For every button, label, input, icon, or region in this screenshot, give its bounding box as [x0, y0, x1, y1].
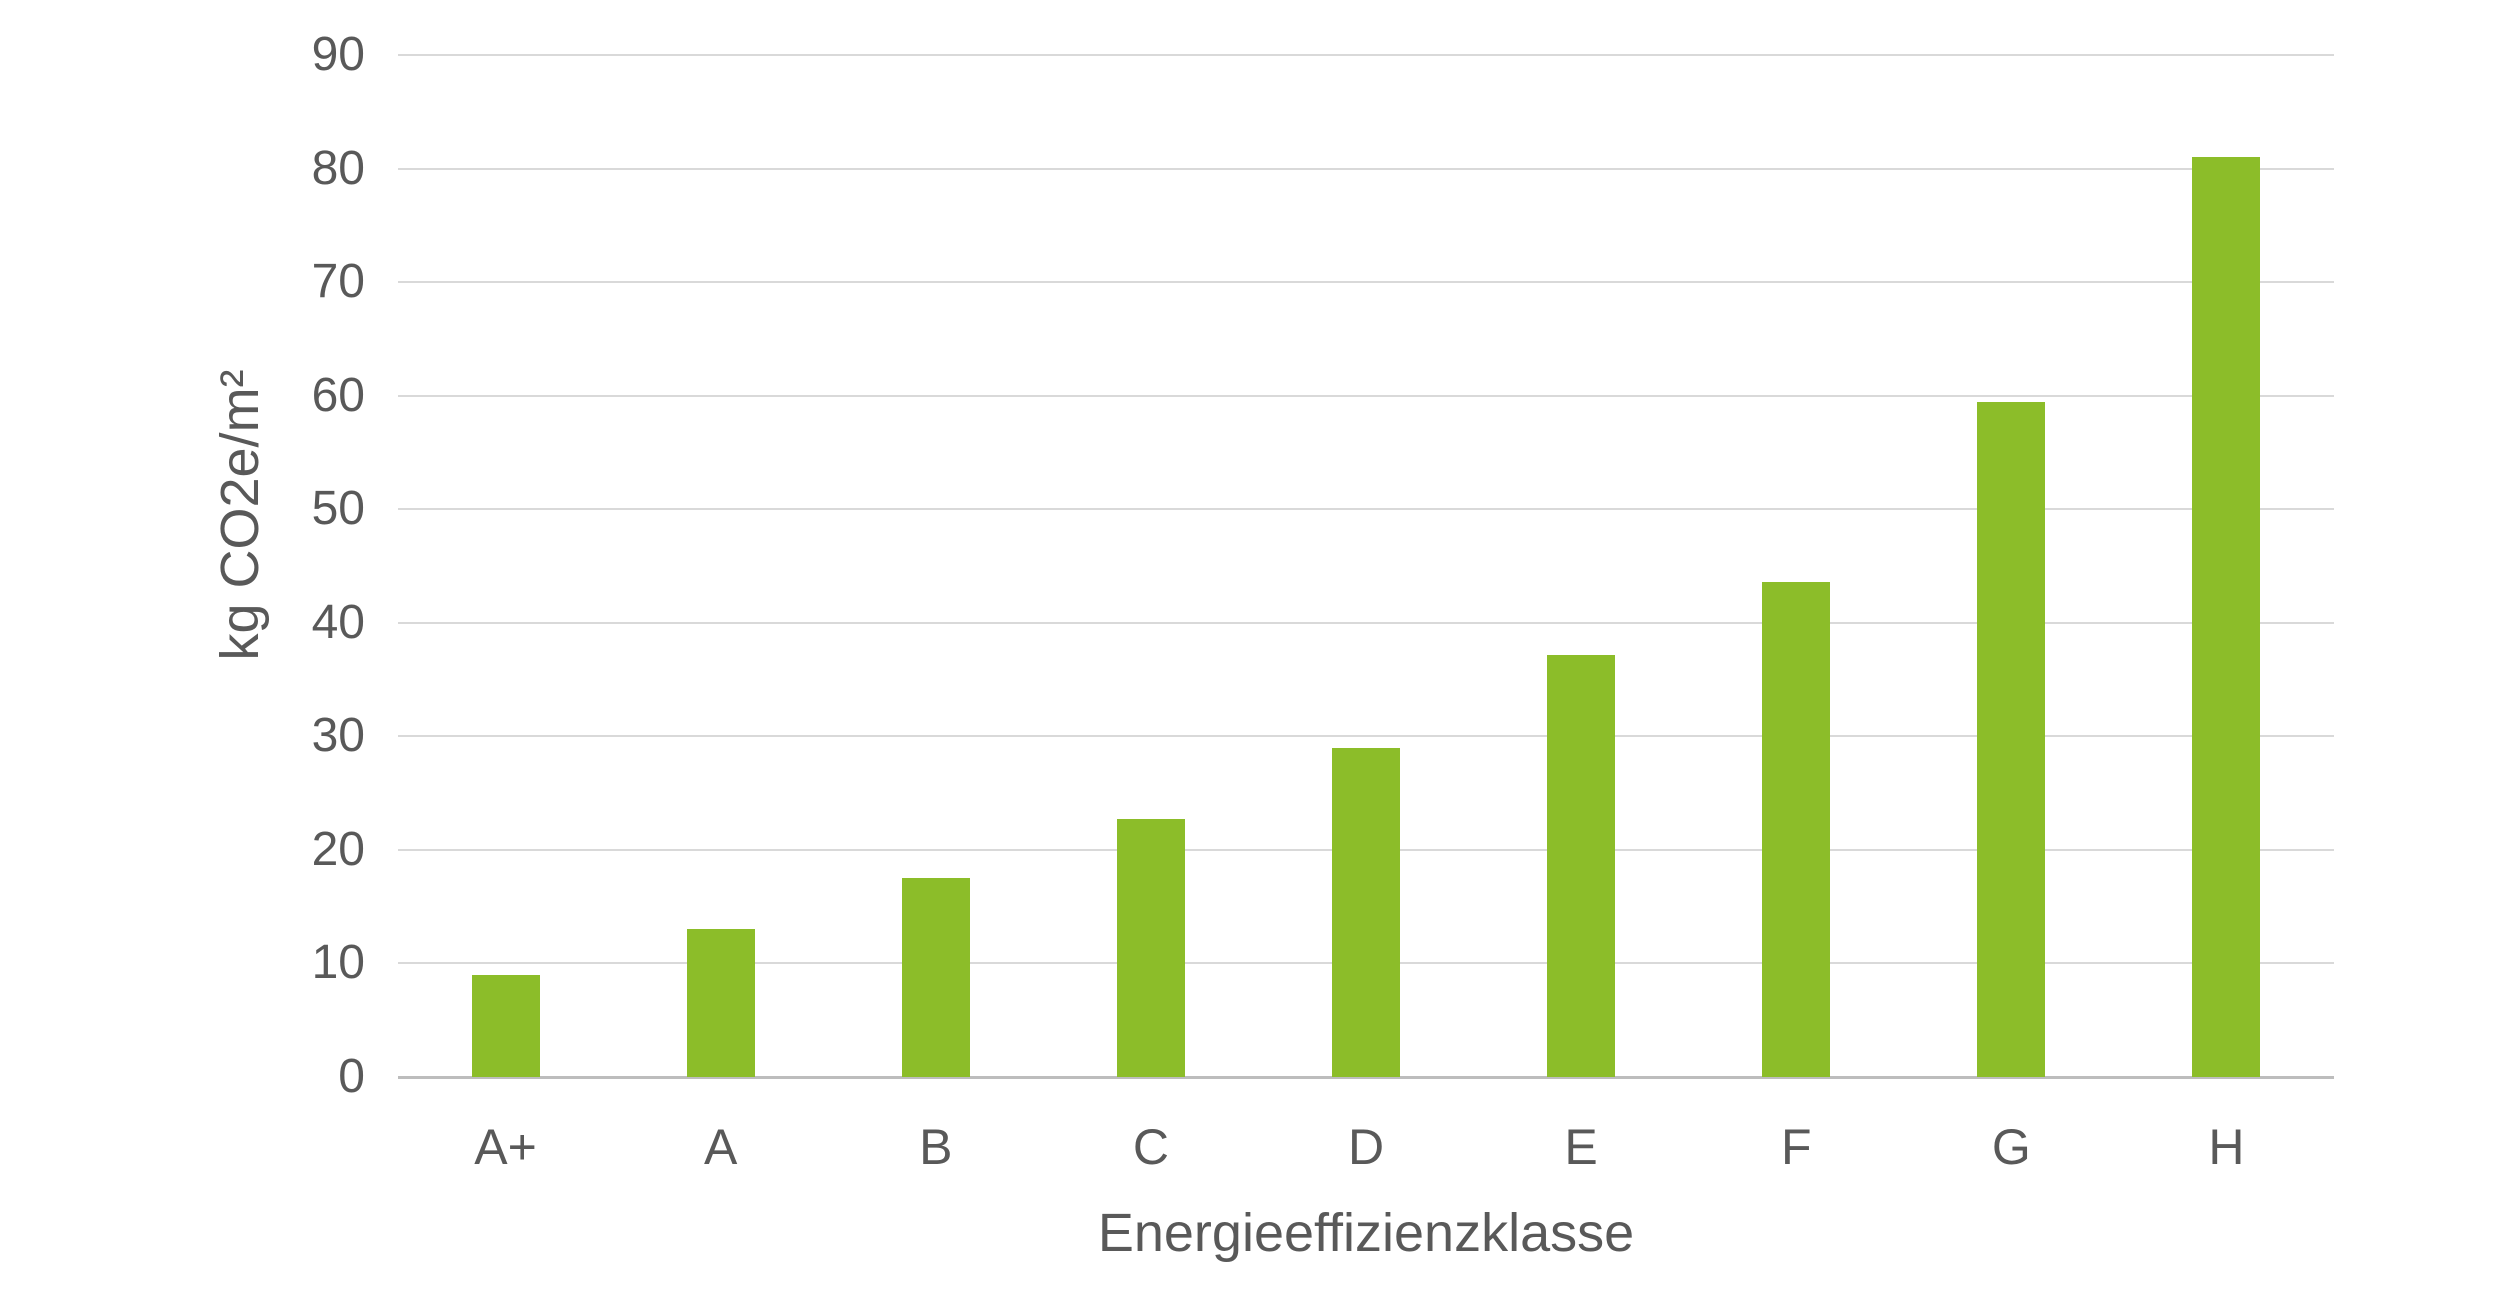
x-cat-label-C: C: [1132, 1119, 1169, 1175]
y-tick-label-50: 50: [311, 482, 365, 536]
y-tick-label-90: 90: [311, 28, 365, 81]
x-cat-label-A: A: [703, 1119, 738, 1175]
y-tick-label-30: 30: [311, 709, 365, 763]
plot-area: [398, 54, 2334, 1079]
bar-F: [1762, 581, 1831, 1077]
gridline-y40: [398, 621, 2334, 624]
bar-B: [901, 878, 970, 1077]
bar-A: [686, 929, 755, 1077]
x-cat-label-H: H: [2208, 1119, 2245, 1175]
x-cat-label-G: G: [1991, 1119, 2031, 1175]
y-tick-label-20: 20: [311, 822, 365, 876]
gridline-y70: [398, 281, 2334, 284]
y-tick-label-40: 40: [311, 595, 365, 649]
gridline-y60: [398, 394, 2334, 397]
x-cat-label-F: F: [1780, 1119, 1812, 1175]
y-tick-label-10: 10: [311, 936, 365, 990]
x-axis-line: [398, 1076, 2334, 1079]
x-cat-label-B: B: [919, 1119, 953, 1175]
x-cat-label-E: E: [1564, 1119, 1598, 1175]
gridline-y30: [398, 735, 2334, 738]
x-cat-label-A+: A+: [474, 1119, 537, 1175]
y-tick-label-60: 60: [311, 368, 365, 422]
x-cat-label-D: D: [1347, 1119, 1385, 1175]
gridline-y90: [398, 54, 2334, 56]
bar-D: [1332, 747, 1400, 1077]
gridline-y80: [398, 167, 2334, 170]
x-axis-title: Energieeffizienzklasse: [1097, 1203, 1635, 1263]
y-tick-label-0: 0: [338, 1050, 365, 1103]
bar-H: [2192, 157, 2261, 1077]
bar-C: [1116, 819, 1185, 1077]
y-tick-label-70: 70: [311, 255, 365, 309]
y-tick-label-80: 80: [311, 141, 365, 195]
bar-A+: [471, 974, 540, 1077]
bar-G: [1977, 402, 2046, 1077]
bar-E: [1547, 654, 1616, 1077]
gridline-y50: [398, 508, 2334, 511]
